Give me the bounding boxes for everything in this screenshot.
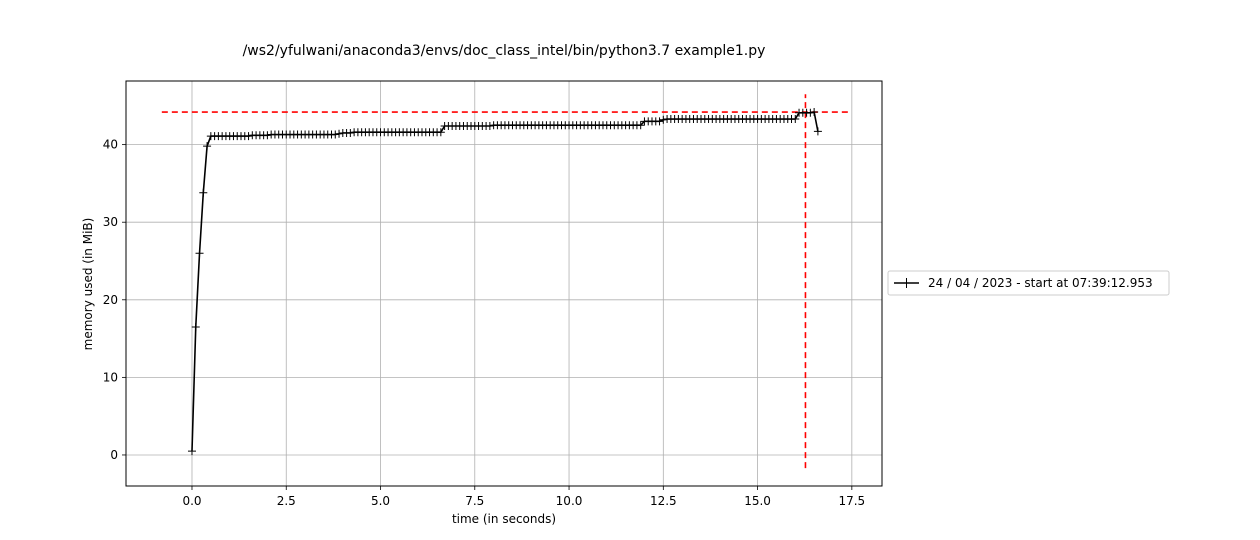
data-point-marker <box>191 322 200 331</box>
x-axis-label: time (in seconds) <box>452 512 556 526</box>
data-point-marker <box>331 130 340 139</box>
data-point-marker <box>655 117 664 126</box>
x-tick-label: 10.0 <box>556 494 583 508</box>
plot-frame <box>125 80 883 487</box>
x-tick-label: 7.5 <box>465 494 484 508</box>
x-tick-label: 17.5 <box>838 494 865 508</box>
data-point-marker <box>195 249 204 258</box>
x-tick-label: 2.5 <box>277 494 296 508</box>
data-point-marker <box>203 142 212 151</box>
x-tick-label: 5.0 <box>371 494 390 508</box>
data-point-marker <box>810 108 819 117</box>
y-axis-label: memory used (in MiB) <box>81 218 95 351</box>
data-point-marker <box>659 115 668 124</box>
data-point-marker <box>436 128 445 137</box>
data-point-marker <box>813 127 822 136</box>
y-tick-label: 40 <box>103 138 118 152</box>
data-point-marker <box>346 128 355 137</box>
data-point-marker <box>244 132 253 141</box>
y-tick-label: 20 <box>103 293 118 307</box>
data-point-marker <box>636 121 645 130</box>
x-tick-label: 12.5 <box>650 494 677 508</box>
y-tick-label: 30 <box>103 215 118 229</box>
chart-title: /ws2/yfulwani/anaconda3/envs/doc_class_i… <box>243 43 766 59</box>
legend-plus-marker <box>901 278 912 288</box>
data-point-marker <box>485 122 494 130</box>
data-point-marker <box>335 129 344 138</box>
x-tick-label: 0.0 <box>182 494 201 508</box>
data-point-marker <box>806 108 815 117</box>
series-layer <box>187 108 822 456</box>
legend-box <box>887 270 1170 296</box>
data-point-marker <box>199 188 208 197</box>
x-tick-label: 15.0 <box>744 494 771 508</box>
data-point-marker <box>187 447 196 456</box>
y-tick-label: 0 <box>110 448 118 462</box>
data-point-marker <box>263 131 272 140</box>
axis-ticks: 0.0 2.5 5.0 7.5 10.0 12.5 15.0 17.5 0 10 20 30 40 <box>103 138 865 508</box>
grid <box>126 81 882 486</box>
legend: 24 / 04 / 2023 - start at 07:39:12.953 <box>887 270 1170 296</box>
reference-lines <box>161 94 849 469</box>
legend-entry-label: 24 / 04 / 2023 - start at 07:39:12.953 <box>928 276 1153 290</box>
y-tick-label: 10 <box>103 370 118 384</box>
data-point-marker <box>791 115 800 124</box>
